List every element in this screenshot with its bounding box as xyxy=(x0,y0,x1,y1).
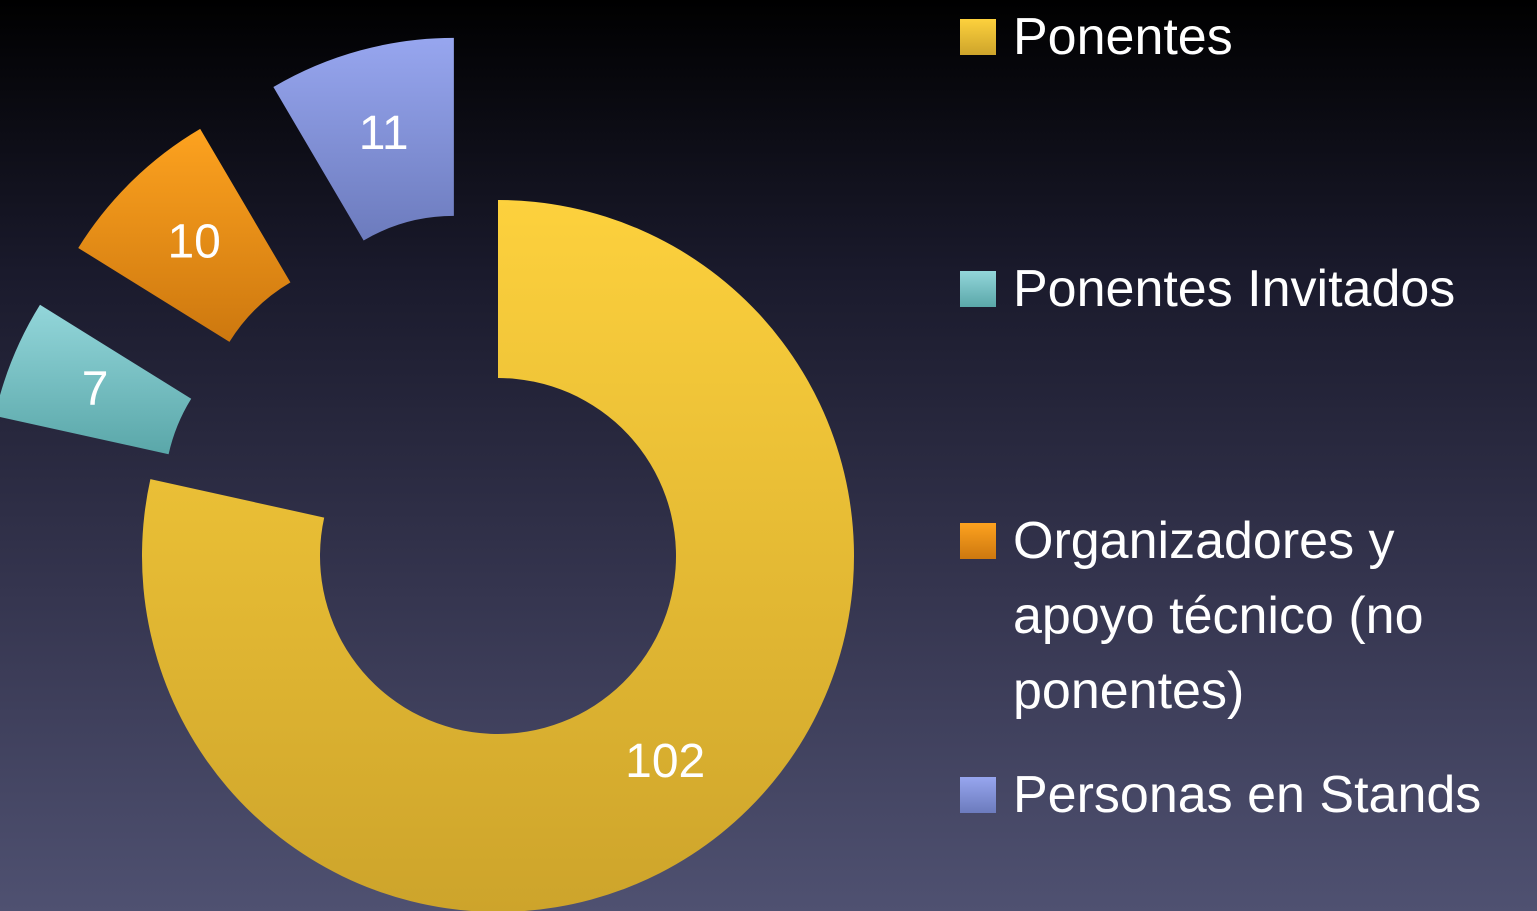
legend-swatch xyxy=(960,271,996,307)
donut-segment xyxy=(142,200,854,911)
value-label: 7 xyxy=(82,363,109,416)
legend-label: Ponentes xyxy=(1013,8,1233,66)
value-label: 10 xyxy=(167,215,220,268)
value-label: 11 xyxy=(359,107,409,160)
legend-swatch xyxy=(960,19,996,55)
legend-item: Organizadores y apoyo técnico (no ponent… xyxy=(960,504,1493,729)
legend-item: Personas en Stands xyxy=(960,758,1481,833)
legend-label: Personas en Stands xyxy=(1013,766,1482,824)
chart: 102 7 10 11 xyxy=(0,37,854,911)
legend-swatch xyxy=(960,523,996,559)
legend-item: Ponentes xyxy=(960,0,1233,75)
donut-segment xyxy=(0,304,192,455)
legend-item: Ponentes Invitados xyxy=(960,252,1455,327)
legend-swatch xyxy=(960,777,996,813)
donut-segment xyxy=(273,37,454,241)
value-label: 102 xyxy=(625,735,705,788)
legend-label: Ponentes Invitados xyxy=(1013,260,1456,318)
legend-label: Organizadores y apoyo técnico (no ponent… xyxy=(1013,512,1424,720)
donut-segment xyxy=(78,128,291,342)
